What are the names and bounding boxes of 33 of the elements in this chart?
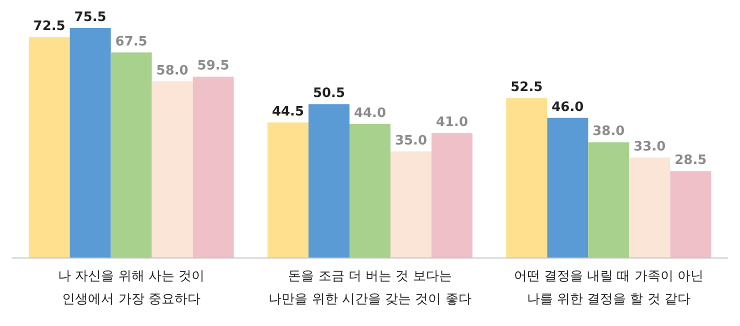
- bar: [28, 37, 70, 258]
- bar: [268, 122, 308, 258]
- data-label: 50.5: [312, 86, 346, 102]
- data-label: 38.0: [592, 124, 625, 140]
- bar: [670, 171, 712, 258]
- data-label: 33.0: [634, 139, 666, 154]
- bar: [308, 104, 350, 258]
- x-tick-label: 나 자신을 위해 사는 것이 인생에서 가장 중요하다: [58, 269, 205, 307]
- data-label: 41.0: [436, 115, 468, 130]
- bar: [152, 81, 193, 258]
- data-label: 59.5: [197, 58, 230, 74]
- data-label: 44.5: [272, 104, 304, 120]
- data-label: 58.0: [156, 63, 188, 78]
- bar: [432, 133, 472, 258]
- bar: [70, 28, 111, 258]
- x-tick-label: 돈을 조금 더 버는 것 보다는 나만을 위한 시간을 갖는 것이 좋다: [268, 269, 472, 307]
- bar: [506, 98, 548, 258]
- data-label: 67.5: [115, 34, 148, 50]
- bar: [629, 157, 670, 258]
- bar: [588, 142, 630, 258]
- bar: [350, 124, 390, 258]
- bar: [547, 118, 588, 258]
- data-label: 44.0: [354, 106, 386, 121]
- bar: [390, 151, 432, 258]
- data-label: 46.0: [552, 100, 584, 115]
- bar: [192, 76, 234, 258]
- data-label: 52.5: [510, 80, 543, 96]
- data-label: 75.5: [74, 10, 106, 25]
- data-label: 28.5: [674, 153, 707, 168]
- data-label: 72.5: [33, 19, 66, 34]
- x-tick-label: 어떤 결정을 내릴 때 가족이 아닌 나를 위한 결정을 할 것 같다: [514, 269, 704, 307]
- bar: [110, 52, 152, 258]
- data-label: 35.0: [394, 133, 428, 148]
